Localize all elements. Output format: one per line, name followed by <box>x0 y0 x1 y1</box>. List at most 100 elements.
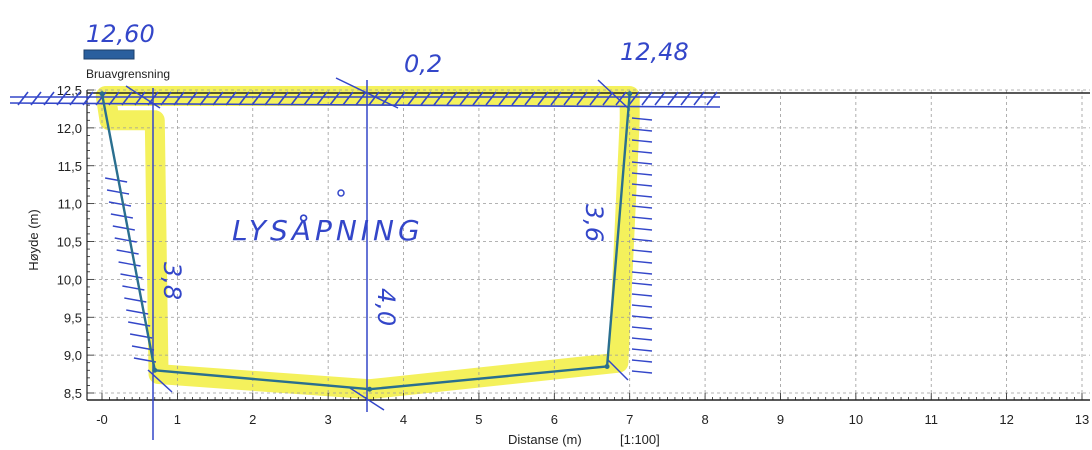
legend-label: Bruavgrensning <box>86 67 170 81</box>
y-axis-title: Høyde (m) <box>26 209 41 270</box>
hatch-stroke <box>459 91 471 106</box>
legend: Bruavgrensning <box>83 49 170 81</box>
hatch-stroke <box>277 91 289 106</box>
hatch-stroke <box>290 91 302 106</box>
x-tick-label: 13 <box>1075 412 1089 427</box>
y-tick-label: 12,5 <box>57 83 82 98</box>
hatch-stroke <box>112 225 135 231</box>
hatch-stroke <box>69 91 81 106</box>
hatch-stroke <box>446 91 458 106</box>
hatch-stroke <box>631 260 653 264</box>
annotation-top-right-level: 12,48 <box>620 38 689 66</box>
hatch-stroke <box>631 194 653 198</box>
hatch-stroke <box>631 304 653 308</box>
hatch-stroke <box>420 91 432 106</box>
hatch-stroke <box>602 91 614 106</box>
hatch-stroke <box>173 91 185 106</box>
hatch-stroke <box>631 183 653 187</box>
hatch-stroke <box>110 213 134 219</box>
vertex-point <box>367 386 373 392</box>
hatch-stroke <box>631 337 653 341</box>
hatch-stroke <box>160 91 172 106</box>
hatch-stroke <box>316 91 328 106</box>
x-tick-label: 9 <box>777 412 784 427</box>
y-tick-label: 10,0 <box>57 272 82 287</box>
hatch-stroke <box>631 326 653 330</box>
hatch-stroke <box>56 91 68 106</box>
hatch-stroke <box>104 177 128 183</box>
hatch-stroke <box>485 91 497 106</box>
hatch-stroke <box>120 273 143 279</box>
hatch-stroke <box>631 359 653 363</box>
x-tick-label: 5 <box>475 412 482 427</box>
x-tick-label: 7 <box>626 412 633 427</box>
annotation-opening-label: LYSÅPNING <box>232 213 424 247</box>
hatch-stroke <box>706 91 718 106</box>
x-tick-label: 11 <box>924 412 938 427</box>
y-tick-label: 12,0 <box>57 121 82 136</box>
hatch-stroke <box>524 91 536 106</box>
vertex-point <box>152 367 158 373</box>
y-tick-label: 10,5 <box>57 235 82 250</box>
hatch-stroke <box>472 91 484 106</box>
hatch-stroke <box>303 91 315 106</box>
hatch-stroke <box>631 216 653 220</box>
hatch-stroke <box>667 91 679 106</box>
legend-swatch <box>83 49 135 60</box>
hatch-stroke <box>631 128 653 132</box>
side-hatching <box>104 117 653 374</box>
hatch-stroke <box>381 91 393 106</box>
hatch-stroke <box>693 91 705 106</box>
hatch-stroke <box>238 91 250 106</box>
x-tick-label: 1 <box>174 412 181 427</box>
hatch-stroke <box>631 249 653 253</box>
annotation-mid-thickness: 0,2 <box>404 50 442 78</box>
hatch-stroke <box>631 139 653 143</box>
hatch-stroke <box>631 150 653 154</box>
annotation-right-height: 3,6 <box>580 204 608 242</box>
hatch-stroke <box>641 91 653 106</box>
y-tick-label: 9,0 <box>64 348 82 363</box>
hatch-stroke <box>251 91 263 106</box>
dimension-lines <box>125 77 629 440</box>
hatch-stroke <box>537 91 549 106</box>
x-tick-label: -0 <box>96 412 108 427</box>
hatch-stroke <box>631 315 653 319</box>
hatch-stroke <box>342 91 354 106</box>
annotation-center-height: 4,0 <box>372 288 400 326</box>
hatch-stroke <box>615 91 627 106</box>
hatch-stroke <box>654 91 666 106</box>
vertex-point <box>99 91 105 97</box>
x-axis-title: Distanse (m) <box>508 432 582 447</box>
hatch-stroke <box>550 91 562 106</box>
x-tick-label: 4 <box>400 412 407 427</box>
x-tick-label: 6 <box>551 412 558 427</box>
vertex-point <box>604 363 610 369</box>
hatch-stroke <box>511 91 523 106</box>
hatch-stroke <box>631 117 653 121</box>
x-tick-label: 3 <box>325 412 332 427</box>
hatch-stroke <box>116 249 139 255</box>
hatch-stroke <box>631 293 653 297</box>
hatch-stroke <box>407 91 419 106</box>
hatch-stroke <box>589 91 601 106</box>
hatch-stroke <box>631 172 653 176</box>
hatch-stroke <box>121 91 133 106</box>
hatch-stroke <box>225 91 237 106</box>
x-tick-label: 2 <box>249 412 256 427</box>
y-tick-label: 9,5 <box>64 310 82 325</box>
y-tick-label: 11,0 <box>58 197 82 212</box>
axes <box>86 89 1090 401</box>
hatch-stroke <box>498 91 510 106</box>
hatch-stroke <box>264 91 276 106</box>
hatch-stroke <box>82 91 94 106</box>
annotation-top-left-level: 12,60 <box>86 20 155 48</box>
hatch-stroke <box>108 201 132 207</box>
hatch-stroke <box>118 261 141 267</box>
deck-hatching <box>9 91 721 108</box>
hatch-stroke <box>680 91 692 106</box>
hatch-stroke <box>631 282 653 286</box>
hatch-stroke <box>106 189 130 195</box>
x-tick-label: 12 <box>999 412 1013 427</box>
hatch-stroke <box>108 91 120 106</box>
